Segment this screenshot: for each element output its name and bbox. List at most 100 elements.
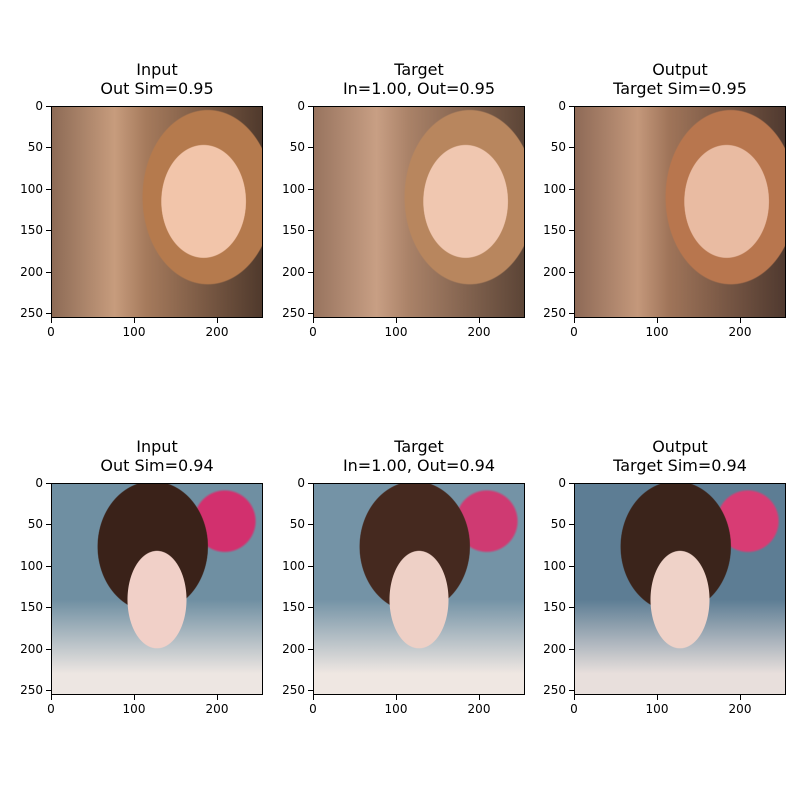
x-tick-label: 0 [570,702,578,716]
y-tick-mark [46,313,51,314]
y-tick-mark [569,106,574,107]
portrait-image [313,106,525,318]
panel-title-line1: Target [394,437,444,456]
y-tick-mark [569,607,574,608]
portrait-image [574,483,786,695]
y-tick-label: 200 [20,265,43,279]
y-tick-mark [308,147,313,148]
y-tick-mark [308,272,313,273]
y-tick-mark [569,272,574,273]
image-panel [574,106,786,318]
x-tick-label: 200 [467,325,491,339]
y-tick-label: 0 [558,476,566,490]
x-tick-mark [217,318,218,323]
y-tick-label: 0 [558,99,566,113]
image-panel [51,106,263,318]
image-panel [51,483,263,695]
panel-title-line1: Output [652,60,708,79]
y-tick-mark [308,483,313,484]
y-tick-mark [308,566,313,567]
image-panel [313,106,525,318]
x-tick-mark [574,695,575,700]
y-tick-mark [569,189,574,190]
y-tick-mark [46,566,51,567]
axes-frame [313,106,525,318]
panel-title-line2: In=1.00, Out=0.94 [342,456,496,475]
y-tick-mark [308,690,313,691]
axes-frame [574,483,786,695]
x-tick-mark [51,318,52,323]
y-tick-mark [569,483,574,484]
axes-frame [51,106,263,318]
x-tick-mark [217,695,218,700]
x-tick-label: 200 [728,325,752,339]
portrait-image [51,106,263,318]
x-tick-mark [51,695,52,700]
y-tick-mark [308,524,313,525]
y-tick-label: 150 [543,223,566,237]
y-tick-mark [46,483,51,484]
y-tick-label: 250 [543,306,566,320]
y-tick-label: 0 [35,476,43,490]
panel-title: Output Target Sim=0.95 [550,60,800,98]
x-tick-mark [134,695,135,700]
image-panel [313,483,525,695]
y-tick-label: 150 [282,223,305,237]
y-tick-label: 150 [282,600,305,614]
x-tick-label: 200 [728,702,752,716]
y-tick-label: 250 [543,683,566,697]
panel-title-line1: Output [652,437,708,456]
x-tick-mark [313,695,314,700]
y-tick-label: 0 [297,476,305,490]
y-tick-mark [308,106,313,107]
y-tick-mark [46,649,51,650]
x-tick-label: 0 [309,702,317,716]
panel-title-line2: Out Sim=0.94 [100,456,214,475]
y-tick-label: 200 [20,642,43,656]
y-tick-mark [308,607,313,608]
y-tick-label: 100 [282,559,305,573]
x-tick-label: 200 [205,325,229,339]
x-tick-label: 0 [309,325,317,339]
panel-title: Input Out Sim=0.95 [27,60,287,98]
image-panel [574,483,786,695]
y-tick-label: 100 [282,182,305,196]
y-tick-label: 200 [543,265,566,279]
y-tick-label: 150 [20,223,43,237]
y-tick-mark [569,524,574,525]
portrait-image [574,106,786,318]
axes-frame [51,483,263,695]
x-tick-mark [479,318,480,323]
x-tick-label: 200 [467,702,491,716]
y-tick-label: 150 [20,600,43,614]
y-tick-mark [569,566,574,567]
panel-title: Output Target Sim=0.94 [550,437,800,475]
panel-title-line1: Target [394,60,444,79]
y-tick-label: 50 [289,140,305,154]
x-tick-mark [574,318,575,323]
y-tick-label: 200 [282,642,305,656]
y-tick-label: 50 [550,517,566,531]
panel-title: Input Out Sim=0.94 [27,437,287,475]
x-tick-mark [396,695,397,700]
panel-title: Target In=1.00, Out=0.94 [289,437,549,475]
x-tick-mark [396,318,397,323]
y-tick-label: 250 [282,683,305,697]
y-tick-mark [569,147,574,148]
portrait-image [313,483,525,695]
y-tick-mark [308,189,313,190]
y-tick-label: 50 [27,517,43,531]
y-tick-label: 250 [282,306,305,320]
y-tick-mark [308,649,313,650]
y-tick-mark [46,607,51,608]
x-tick-mark [657,695,658,700]
x-tick-label: 100 [122,702,146,716]
y-tick-mark [569,230,574,231]
y-tick-label: 50 [27,140,43,154]
x-tick-label: 0 [47,325,55,339]
panel-title-line2: Target Sim=0.95 [613,79,747,98]
y-tick-label: 50 [289,517,305,531]
panel-title-line2: Target Sim=0.94 [613,456,747,475]
y-tick-label: 0 [35,99,43,113]
